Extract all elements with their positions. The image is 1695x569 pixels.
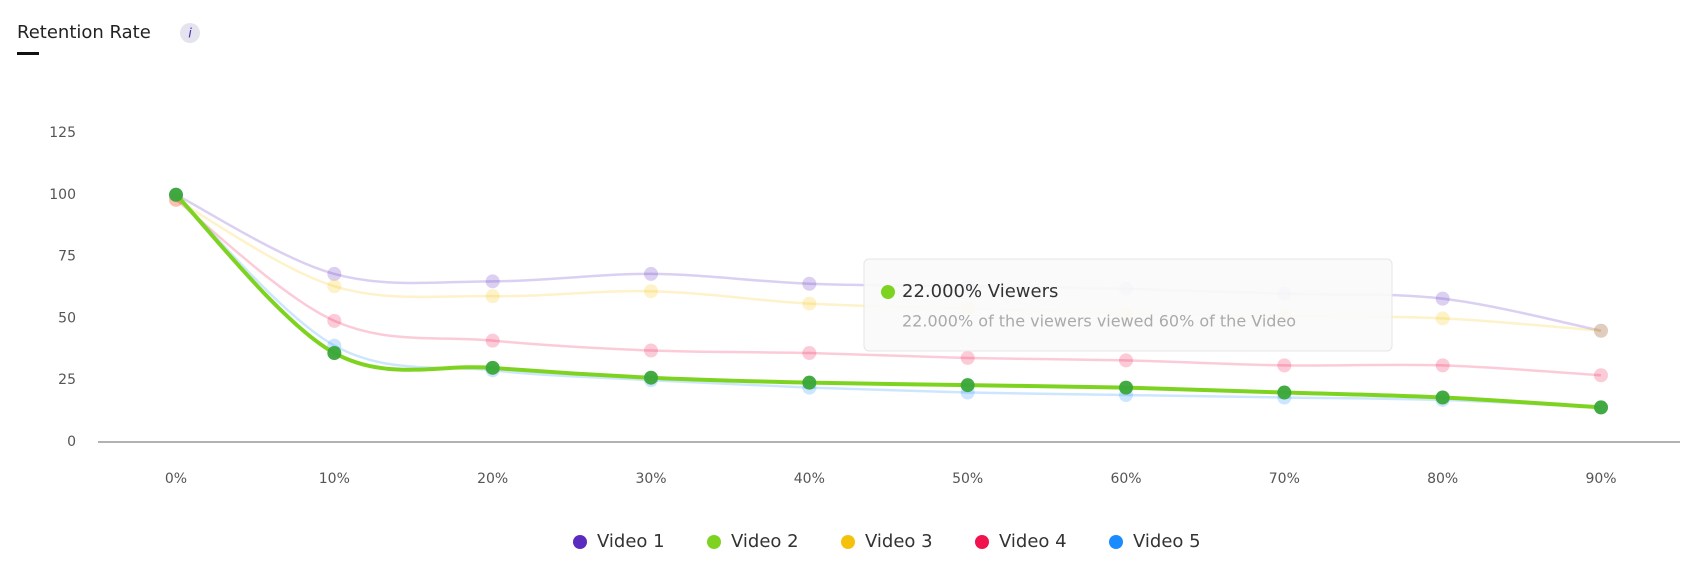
data-point [1119, 353, 1133, 368]
title-underline [17, 52, 39, 55]
series-line [174, 193, 1602, 410]
legend-label: Video 3 [865, 531, 933, 552]
data-point [802, 276, 817, 291]
x-tick-label: 0% [165, 471, 187, 487]
tooltip-title: 22.000% Viewers [902, 281, 1058, 302]
data-point [644, 343, 658, 358]
data-point [960, 350, 975, 365]
info-label[interactable]: i [188, 27, 192, 42]
series-line [175, 198, 1602, 377]
data-point [327, 279, 342, 294]
x-tick-label: 70% [1269, 471, 1300, 487]
y-tick-label: 125 [49, 125, 76, 141]
series-line [175, 193, 1602, 409]
y-tick-label: 50 [58, 310, 76, 326]
info-icon[interactable] [180, 23, 200, 43]
data-point [1435, 390, 1450, 405]
x-tick-label: 60% [1110, 471, 1141, 487]
y-tick-label: 25 [58, 372, 76, 388]
y-tick-label: 0 [67, 434, 76, 450]
legend-label: Video 5 [1133, 531, 1201, 552]
x-tick-label: 80% [1427, 471, 1458, 487]
legend-marker [841, 535, 855, 549]
data-point [1435, 358, 1450, 373]
legend-marker [975, 535, 989, 549]
data-point [960, 378, 975, 393]
data-point [1594, 368, 1608, 383]
data-point [802, 346, 817, 361]
data-point [802, 375, 817, 390]
tooltip-box [863, 258, 1393, 352]
data-point [644, 266, 658, 281]
tooltip-dot [881, 285, 895, 299]
data-point [485, 274, 500, 289]
x-tick-label: 30% [635, 471, 666, 487]
data-point [485, 289, 500, 304]
x-tick-label: 20% [477, 471, 508, 487]
y-tick-label: 75 [58, 249, 76, 265]
data-point [1594, 400, 1608, 415]
legend-marker [1109, 535, 1123, 549]
data-point [485, 360, 500, 375]
x-tick-label: 10% [319, 471, 350, 487]
title: Retention Rate [17, 22, 151, 43]
tooltip-text: 22.000% of the viewers viewed 60% of the… [902, 312, 1296, 331]
data-point [1435, 291, 1450, 306]
x-tick-label: 90% [1585, 471, 1616, 487]
data-point [485, 333, 500, 348]
data-point [1277, 358, 1292, 373]
x-tick-label: 40% [794, 471, 825, 487]
legend-label: Video 1 [597, 531, 665, 552]
legend-marker [573, 535, 587, 549]
data-point [644, 370, 658, 385]
x-tick-label: 50% [952, 471, 983, 487]
data-point [1435, 311, 1450, 326]
data-point [327, 346, 342, 361]
y-tick-label: 100 [49, 187, 76, 203]
tooltip: 22.000% Viewers 22.000% of the viewers v… [863, 258, 1393, 352]
data-point [1119, 380, 1133, 395]
legend-label: Video 4 [999, 531, 1067, 552]
data-point [327, 266, 342, 281]
data-point [1594, 323, 1608, 338]
data-point [802, 296, 817, 311]
legend-marker [707, 535, 721, 549]
data-point [1594, 323, 1608, 338]
data-point [644, 284, 658, 299]
legend-label: Video 2 [731, 531, 799, 552]
data-point [169, 187, 183, 202]
data-point [327, 313, 342, 328]
data-point [1277, 385, 1292, 400]
